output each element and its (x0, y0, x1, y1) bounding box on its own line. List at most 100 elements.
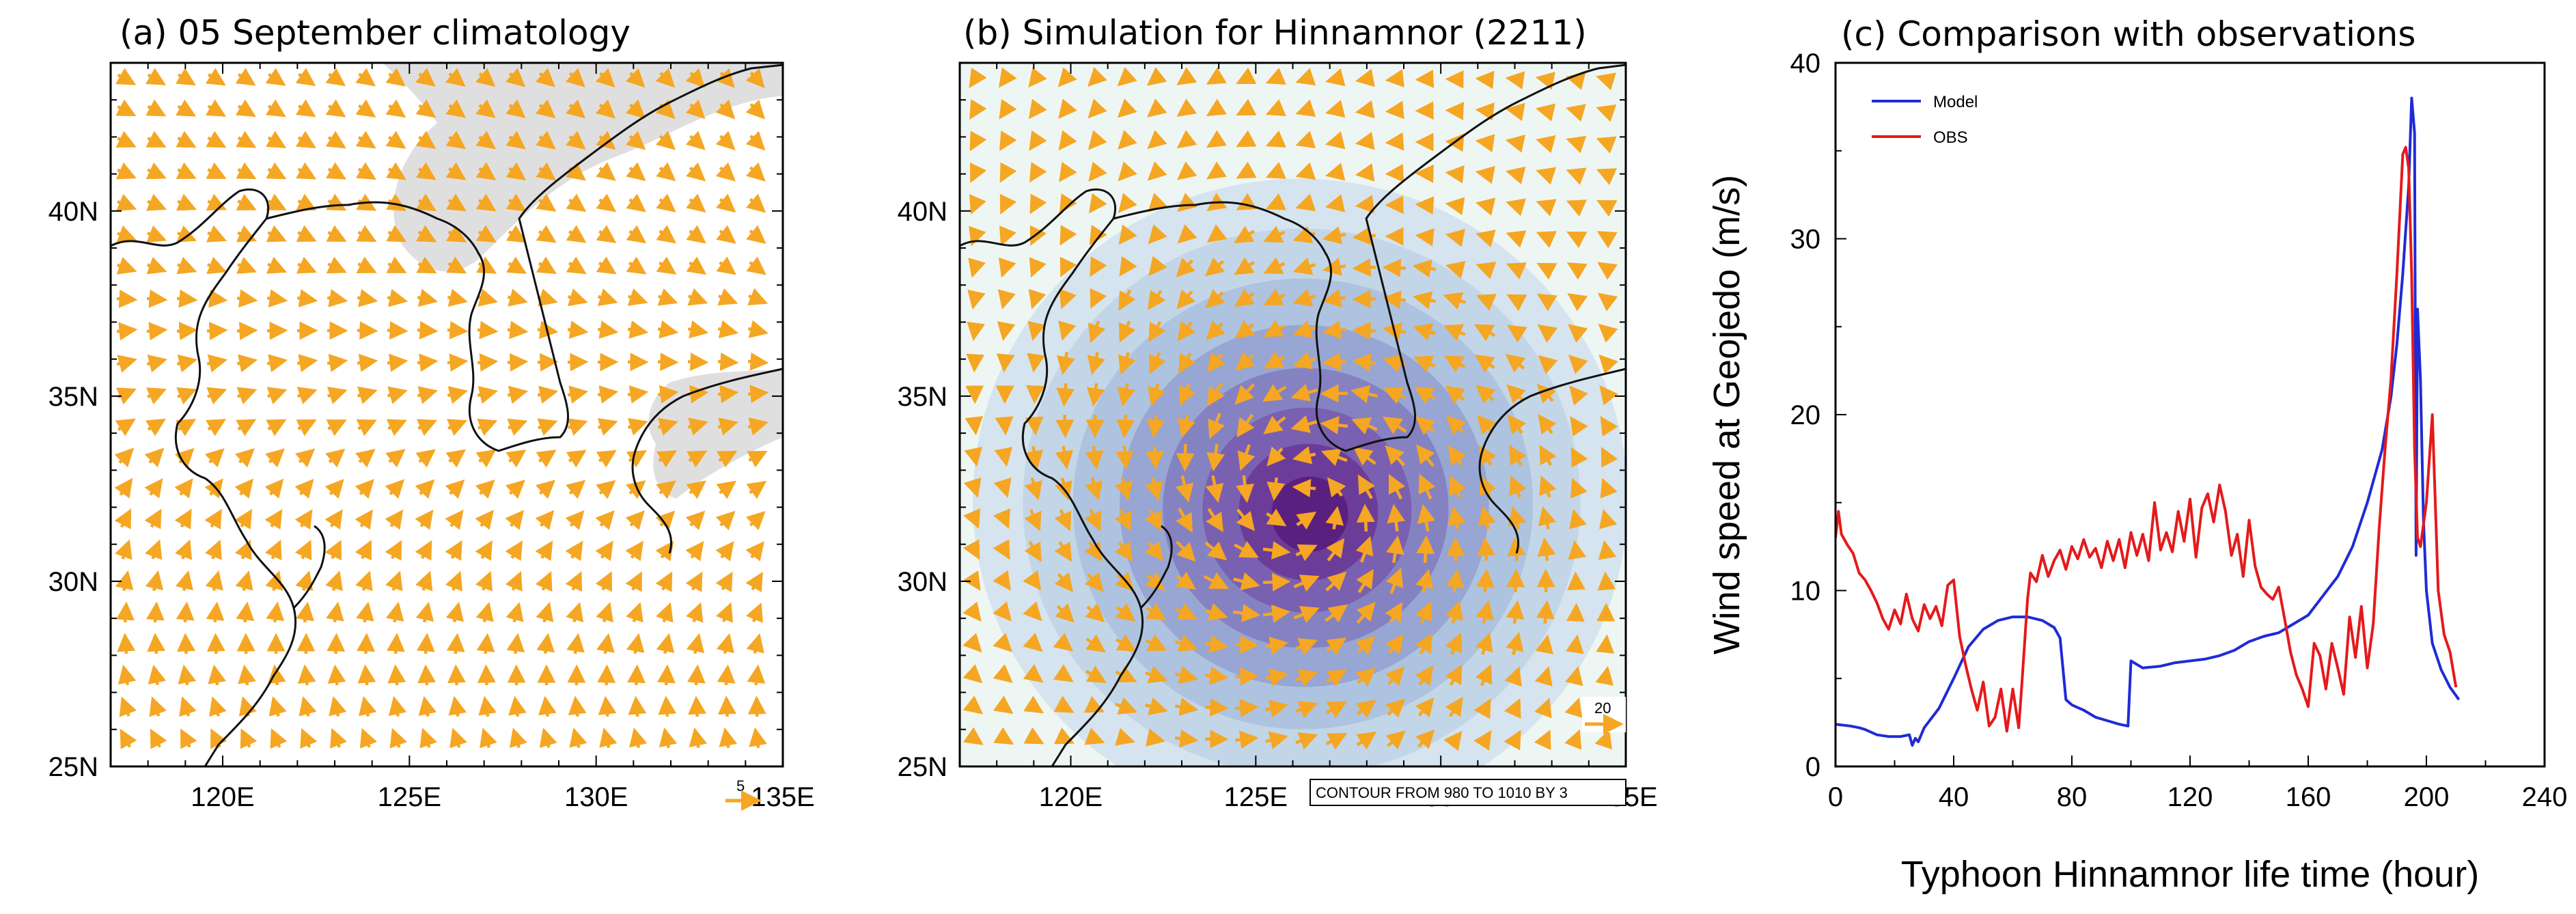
panel-a-wind-arrow (114, 447, 135, 468)
panel-b-wind-arrow (1506, 230, 1527, 248)
panel-b-wind-arrow (1059, 161, 1077, 182)
panel-a-wind-arrow (324, 540, 342, 561)
panel-a-wind-arrow (536, 193, 557, 212)
panel-a-wind-arrow (355, 130, 376, 149)
panel-b-wind-arrow (1178, 352, 1196, 374)
panel-b-wind-arrow (1290, 383, 1318, 402)
panel-c-x-tick-label: 160 (2286, 782, 2331, 812)
legend-model-label: Model (1933, 93, 1978, 111)
panel-a-wind-arrow (565, 68, 585, 87)
panel-a-wind-arrow (266, 193, 287, 210)
panel-b-wind-arrow (1567, 293, 1588, 311)
panel-b-wind-arrow (1088, 193, 1107, 214)
panel-a-wind-arrow (445, 540, 462, 561)
panel-b-wind-arrow (1023, 727, 1044, 745)
panel-a-wind-arrow (715, 162, 736, 182)
panel-b-wind-arrow (1085, 445, 1104, 470)
panel-a-wind-arrow (716, 480, 737, 499)
panel-b-wind-arrow (969, 162, 987, 183)
panel-a-wind-arrow (656, 664, 676, 686)
panel-a-wind-arrow (416, 419, 438, 437)
panel-b-x-tick-label: 125E (1224, 782, 1288, 812)
panel-a-wind-arrow (266, 162, 287, 180)
panel-a-wind-arrow (174, 478, 193, 499)
panel-a-wind-arrow (178, 664, 197, 686)
panel-a-wind-arrow (117, 664, 137, 686)
panel-b-wind-arrow (1115, 603, 1136, 622)
panel-b-wind-arrow (1084, 572, 1104, 592)
panel-b-reference-label: 20 (1594, 700, 1611, 717)
panel-a-wind-arrow (445, 449, 467, 468)
panel-b-wind-arrow (1206, 443, 1225, 472)
panel-a-wind-arrow (176, 354, 198, 373)
panel-b-wind-arrow (1053, 695, 1075, 713)
panel-b-wind-arrow (1204, 541, 1228, 561)
panel-b-wind-arrow (1206, 224, 1228, 243)
panel-a-wind-arrow (176, 387, 197, 405)
panel-b-wind-arrow (1445, 664, 1463, 687)
panel-b-wind-arrow (1600, 416, 1618, 437)
panel-a-wind-arrow (266, 601, 285, 623)
panel-b-wind-arrow (1445, 197, 1465, 216)
panel-a-x-tick-label: 135E (751, 782, 814, 812)
panel-b-wind-arrow (1385, 163, 1404, 182)
panel-b-wind-arrow (1414, 387, 1436, 404)
panel-b-wind-arrow (1567, 324, 1588, 343)
panel-a-wind-arrow (626, 449, 647, 468)
panel-a-wind-arrow (146, 601, 165, 623)
panel-b-wind-arrow (1506, 294, 1527, 311)
panel-b-wind-arrow (1023, 570, 1042, 591)
panel-b-wind-arrow (1176, 161, 1197, 180)
series-model-line (1836, 96, 2461, 747)
panel-b-wind-arrow (1509, 475, 1527, 498)
panel-b-wind-arrow (1566, 603, 1585, 622)
panel-b-wind-arrow (1057, 67, 1077, 87)
panel-b-wind-arrow (1445, 568, 1465, 593)
panel-b-y-tick-label: 35N (898, 382, 947, 412)
panel-a-wind-arrow (539, 728, 557, 749)
panel-a-wind-arrow (146, 257, 167, 275)
panel-b-wind-arrow (1029, 193, 1047, 214)
panel-b-wind-arrow (1175, 475, 1194, 503)
panel-b-wind-arrow (1115, 634, 1137, 652)
panel-a-wind-arrow (656, 450, 678, 468)
panel-b-wind-arrow (1174, 729, 1199, 748)
panel-a-wind-arrow (746, 633, 764, 654)
panel-a-wind-arrow (355, 601, 374, 623)
panel-a-wind-arrow (475, 225, 497, 243)
panel-b-wind-arrow (1026, 385, 1044, 404)
panel-a-wind-arrow (686, 193, 706, 213)
panel-b-wind-arrow (1356, 731, 1377, 750)
panel-a-wind-arrow (716, 256, 737, 275)
panel-b-wind-arrow (1293, 606, 1320, 624)
panel-b-wind-arrow (1352, 290, 1376, 309)
panel-b-wind-arrow (1506, 198, 1526, 217)
panel-a-wind-arrow (745, 162, 766, 182)
panel-a-wind-arrow (627, 417, 648, 436)
panel-a-wind-arrow (536, 256, 557, 275)
panel-a-wind-arrow (509, 728, 527, 749)
panel-a-wind-arrow (447, 386, 469, 404)
panel-b-wind-arrow (1322, 289, 1346, 308)
panel-a-wind-arrow (387, 664, 406, 686)
panel-b-wind-arrow (1054, 509, 1072, 531)
panel-a-wind-arrow (355, 540, 372, 561)
panel-a-wind-arrow (114, 508, 132, 529)
panel-a-wind-arrow (265, 130, 287, 148)
panel-b-wind-arrow (1415, 601, 1432, 624)
panel-a-wind-arrow (477, 385, 499, 404)
panel-a-wind-arrow (386, 225, 407, 243)
panel-a-wind-arrow (687, 417, 708, 436)
panel-a-wind-arrow (357, 664, 376, 686)
panel-b-wind-arrow (1564, 729, 1582, 750)
panel-a-x-tick-label: 125E (378, 782, 441, 812)
panel-b-wind-arrow (1118, 193, 1137, 213)
panel-b-wind-arrow (1090, 256, 1107, 277)
panel-c-y-tick-label: 10 (1790, 577, 1821, 607)
panel-a-wind-arrow (415, 540, 432, 561)
panel-b-wind-arrow (1117, 383, 1135, 407)
panel-b-wind-arrow (1320, 416, 1348, 434)
panel-a-wind-arrow (115, 601, 135, 623)
panel-a-wind-arrow (296, 354, 318, 372)
panel-b-wind-arrow (1443, 292, 1466, 310)
